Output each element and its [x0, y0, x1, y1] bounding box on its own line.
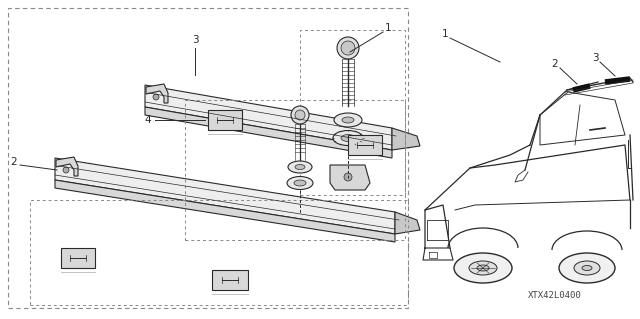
Text: 3: 3 [592, 53, 598, 63]
Polygon shape [55, 180, 395, 242]
Ellipse shape [334, 113, 362, 127]
Polygon shape [212, 270, 248, 290]
Ellipse shape [294, 180, 306, 186]
Polygon shape [392, 128, 420, 150]
Ellipse shape [582, 265, 592, 271]
Polygon shape [208, 110, 242, 130]
Polygon shape [56, 157, 78, 176]
Polygon shape [145, 107, 392, 158]
Circle shape [153, 94, 159, 100]
Ellipse shape [477, 265, 489, 271]
Bar [30, 200, 408, 305]
Text: 4: 4 [145, 115, 151, 125]
Ellipse shape [295, 165, 305, 169]
Polygon shape [395, 212, 420, 234]
Ellipse shape [342, 117, 354, 123]
Polygon shape [330, 165, 370, 190]
Text: 3: 3 [192, 35, 198, 45]
Ellipse shape [469, 261, 497, 275]
Ellipse shape [454, 253, 512, 283]
Polygon shape [61, 248, 95, 268]
Ellipse shape [287, 176, 313, 189]
Text: 2: 2 [552, 59, 558, 69]
Ellipse shape [341, 135, 355, 142]
Circle shape [295, 110, 305, 120]
Circle shape [63, 167, 69, 173]
Bar [300, 30, 405, 195]
Polygon shape [348, 135, 382, 155]
Ellipse shape [574, 261, 600, 275]
Circle shape [344, 173, 352, 181]
Text: 2: 2 [11, 157, 17, 167]
Text: 1: 1 [385, 23, 391, 33]
Polygon shape [55, 158, 395, 234]
Circle shape [337, 37, 359, 59]
Bar [185, 100, 405, 240]
Ellipse shape [288, 161, 312, 173]
Polygon shape [145, 85, 392, 150]
Text: XTX42L0400: XTX42L0400 [528, 291, 582, 300]
Polygon shape [146, 84, 168, 103]
Circle shape [341, 41, 355, 55]
Bar [8, 8, 408, 308]
Circle shape [291, 106, 309, 124]
Text: 1: 1 [442, 29, 448, 39]
Ellipse shape [559, 253, 615, 283]
Ellipse shape [333, 130, 363, 145]
